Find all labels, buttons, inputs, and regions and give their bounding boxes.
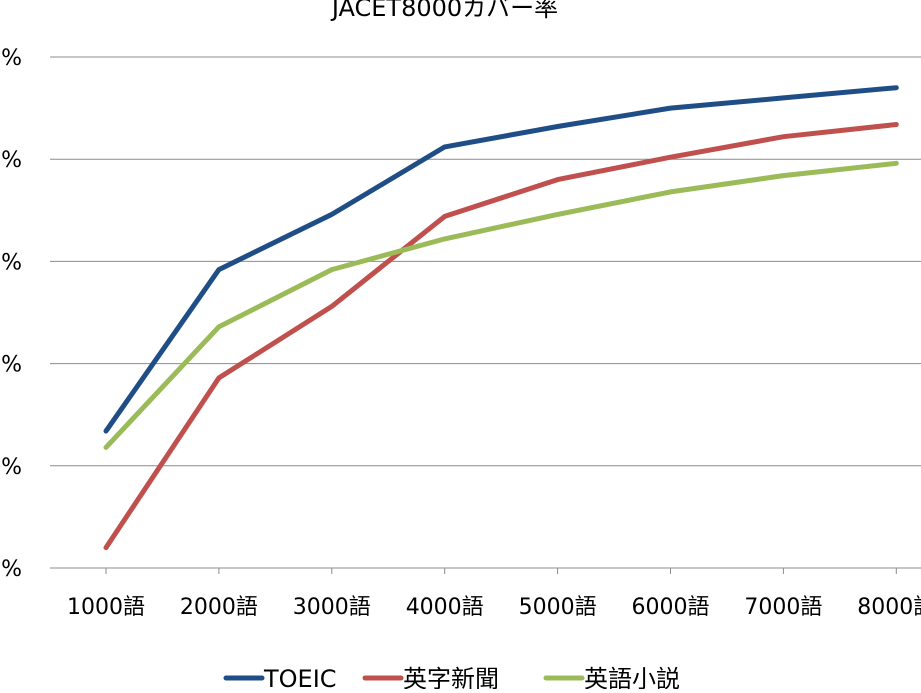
x-axis-tick-labels: 1000語 2000語 3000語 4000語 5000語 6000語 7000語 8000語 (67, 595, 921, 620)
y-tick-label: 100% (0, 46, 22, 71)
x-tick-label: 2000語 (180, 595, 258, 620)
series-line-3 (103, 160, 899, 450)
series-line-1 (103, 85, 899, 434)
x-tick-label: 1000語 (67, 595, 145, 620)
x-tick-label: 8000語 (857, 595, 921, 620)
x-tick-label: 5000語 (519, 595, 597, 620)
legend-label: TOEIC (263, 665, 337, 689)
gridlines (50, 56, 921, 574)
legend-label: 英字新聞 (403, 665, 499, 689)
y-tick-label: 80% (0, 455, 22, 480)
series-line-2 (103, 122, 899, 551)
y-axis-tick-labels: 75% 80% 85% 90% 95% 100% (0, 46, 22, 582)
chart-title: JACET8000カバー率 (330, 0, 558, 22)
y-tick-label: 95% (0, 148, 22, 173)
legend-label: 英語小説 (584, 665, 680, 689)
y-tick-label: 90% (0, 250, 22, 275)
legend: TOEIC 英字新聞 英語小説 (223, 665, 680, 693)
y-tick-label: 75% (0, 557, 22, 582)
x-tick-label: 4000語 (406, 595, 484, 620)
x-tick-label: 6000語 (632, 595, 710, 620)
x-tick-label: 7000語 (744, 595, 822, 620)
y-tick-label: 85% (0, 353, 22, 378)
x-tick-label: 3000語 (293, 595, 371, 620)
series-lines (103, 85, 899, 551)
